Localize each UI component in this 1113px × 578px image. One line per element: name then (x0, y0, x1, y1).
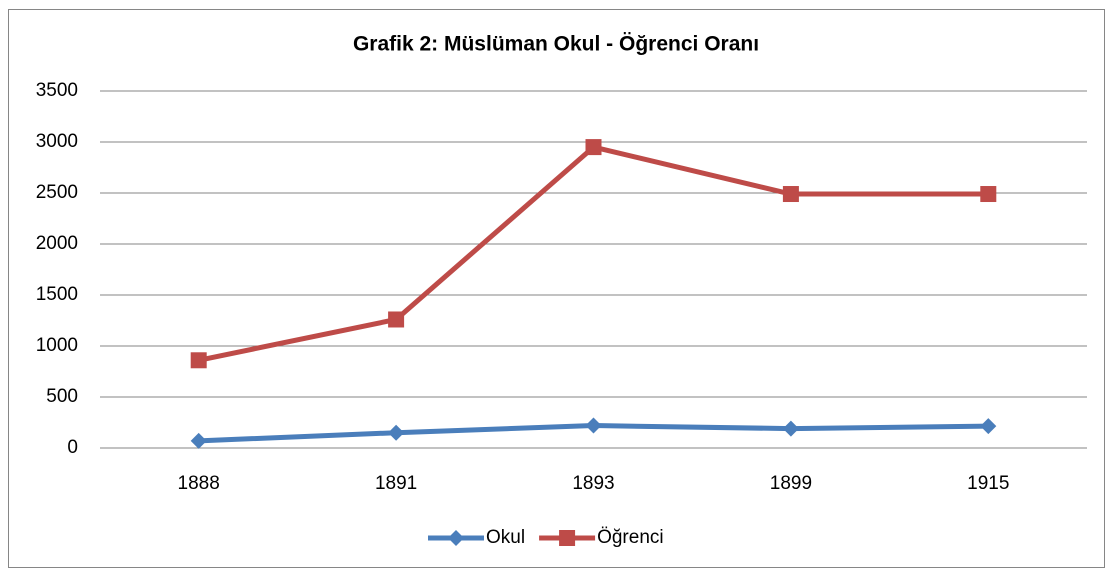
y-tick-label: 500 (46, 386, 78, 407)
y-tick-label: 1000 (36, 335, 78, 356)
data-point (190, 432, 207, 449)
x-tick-label: 1888 (178, 473, 220, 494)
legend-label: Öğrenci (597, 527, 664, 548)
data-point (782, 186, 799, 203)
y-tick-label: 3000 (36, 131, 78, 152)
data-point (585, 139, 602, 156)
marker (448, 530, 464, 546)
chart-title: Grafik 2: Müslüman Okul - Öğrenci Oranı (353, 33, 759, 56)
x-tick-label: 1891 (375, 473, 417, 494)
x-tick-label: 1915 (967, 473, 1009, 494)
data-point (585, 417, 602, 434)
data-point (190, 352, 207, 369)
chart-border (8, 9, 1105, 568)
legend-label: Okul (486, 527, 525, 548)
x-tick-label: 1893 (572, 473, 614, 494)
data-point (388, 311, 405, 328)
data-point (782, 420, 799, 437)
y-tick-label: 1500 (36, 284, 78, 305)
y-tick-label: 2000 (36, 233, 78, 254)
y-tick-label: 2500 (36, 182, 78, 203)
data-point (980, 418, 997, 435)
x-tick-label: 1899 (770, 473, 812, 494)
data-point (980, 186, 997, 203)
y-tick-label: 0 (67, 437, 78, 458)
y-tick-label: 3500 (36, 80, 78, 101)
marker (559, 530, 576, 546)
data-point (388, 424, 405, 441)
